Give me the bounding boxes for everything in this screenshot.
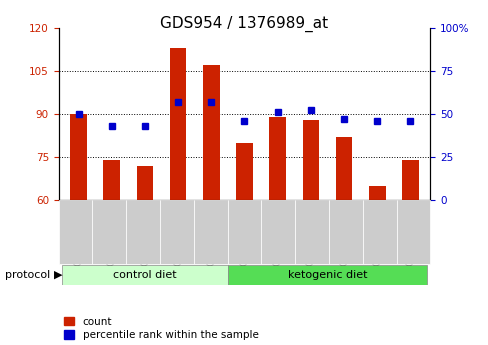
Bar — [103, 160, 120, 200]
Bar — [368, 186, 385, 200]
Text: ▶: ▶ — [54, 270, 62, 279]
Text: GDS954 / 1376989_at: GDS954 / 1376989_at — [160, 16, 328, 32]
Text: ketogenic diet: ketogenic diet — [287, 270, 366, 279]
Bar — [269, 117, 285, 200]
Bar — [401, 160, 418, 200]
Bar — [169, 48, 186, 200]
Bar — [335, 137, 352, 200]
Bar — [236, 142, 252, 200]
Bar — [227, 265, 426, 285]
Bar — [302, 120, 319, 200]
Bar — [62, 265, 227, 285]
Bar — [70, 114, 87, 200]
Bar — [136, 166, 153, 200]
Text: protocol: protocol — [5, 270, 54, 279]
Text: control diet: control diet — [113, 270, 176, 279]
Legend: count, percentile rank within the sample: count, percentile rank within the sample — [64, 317, 258, 340]
Bar — [203, 65, 219, 200]
